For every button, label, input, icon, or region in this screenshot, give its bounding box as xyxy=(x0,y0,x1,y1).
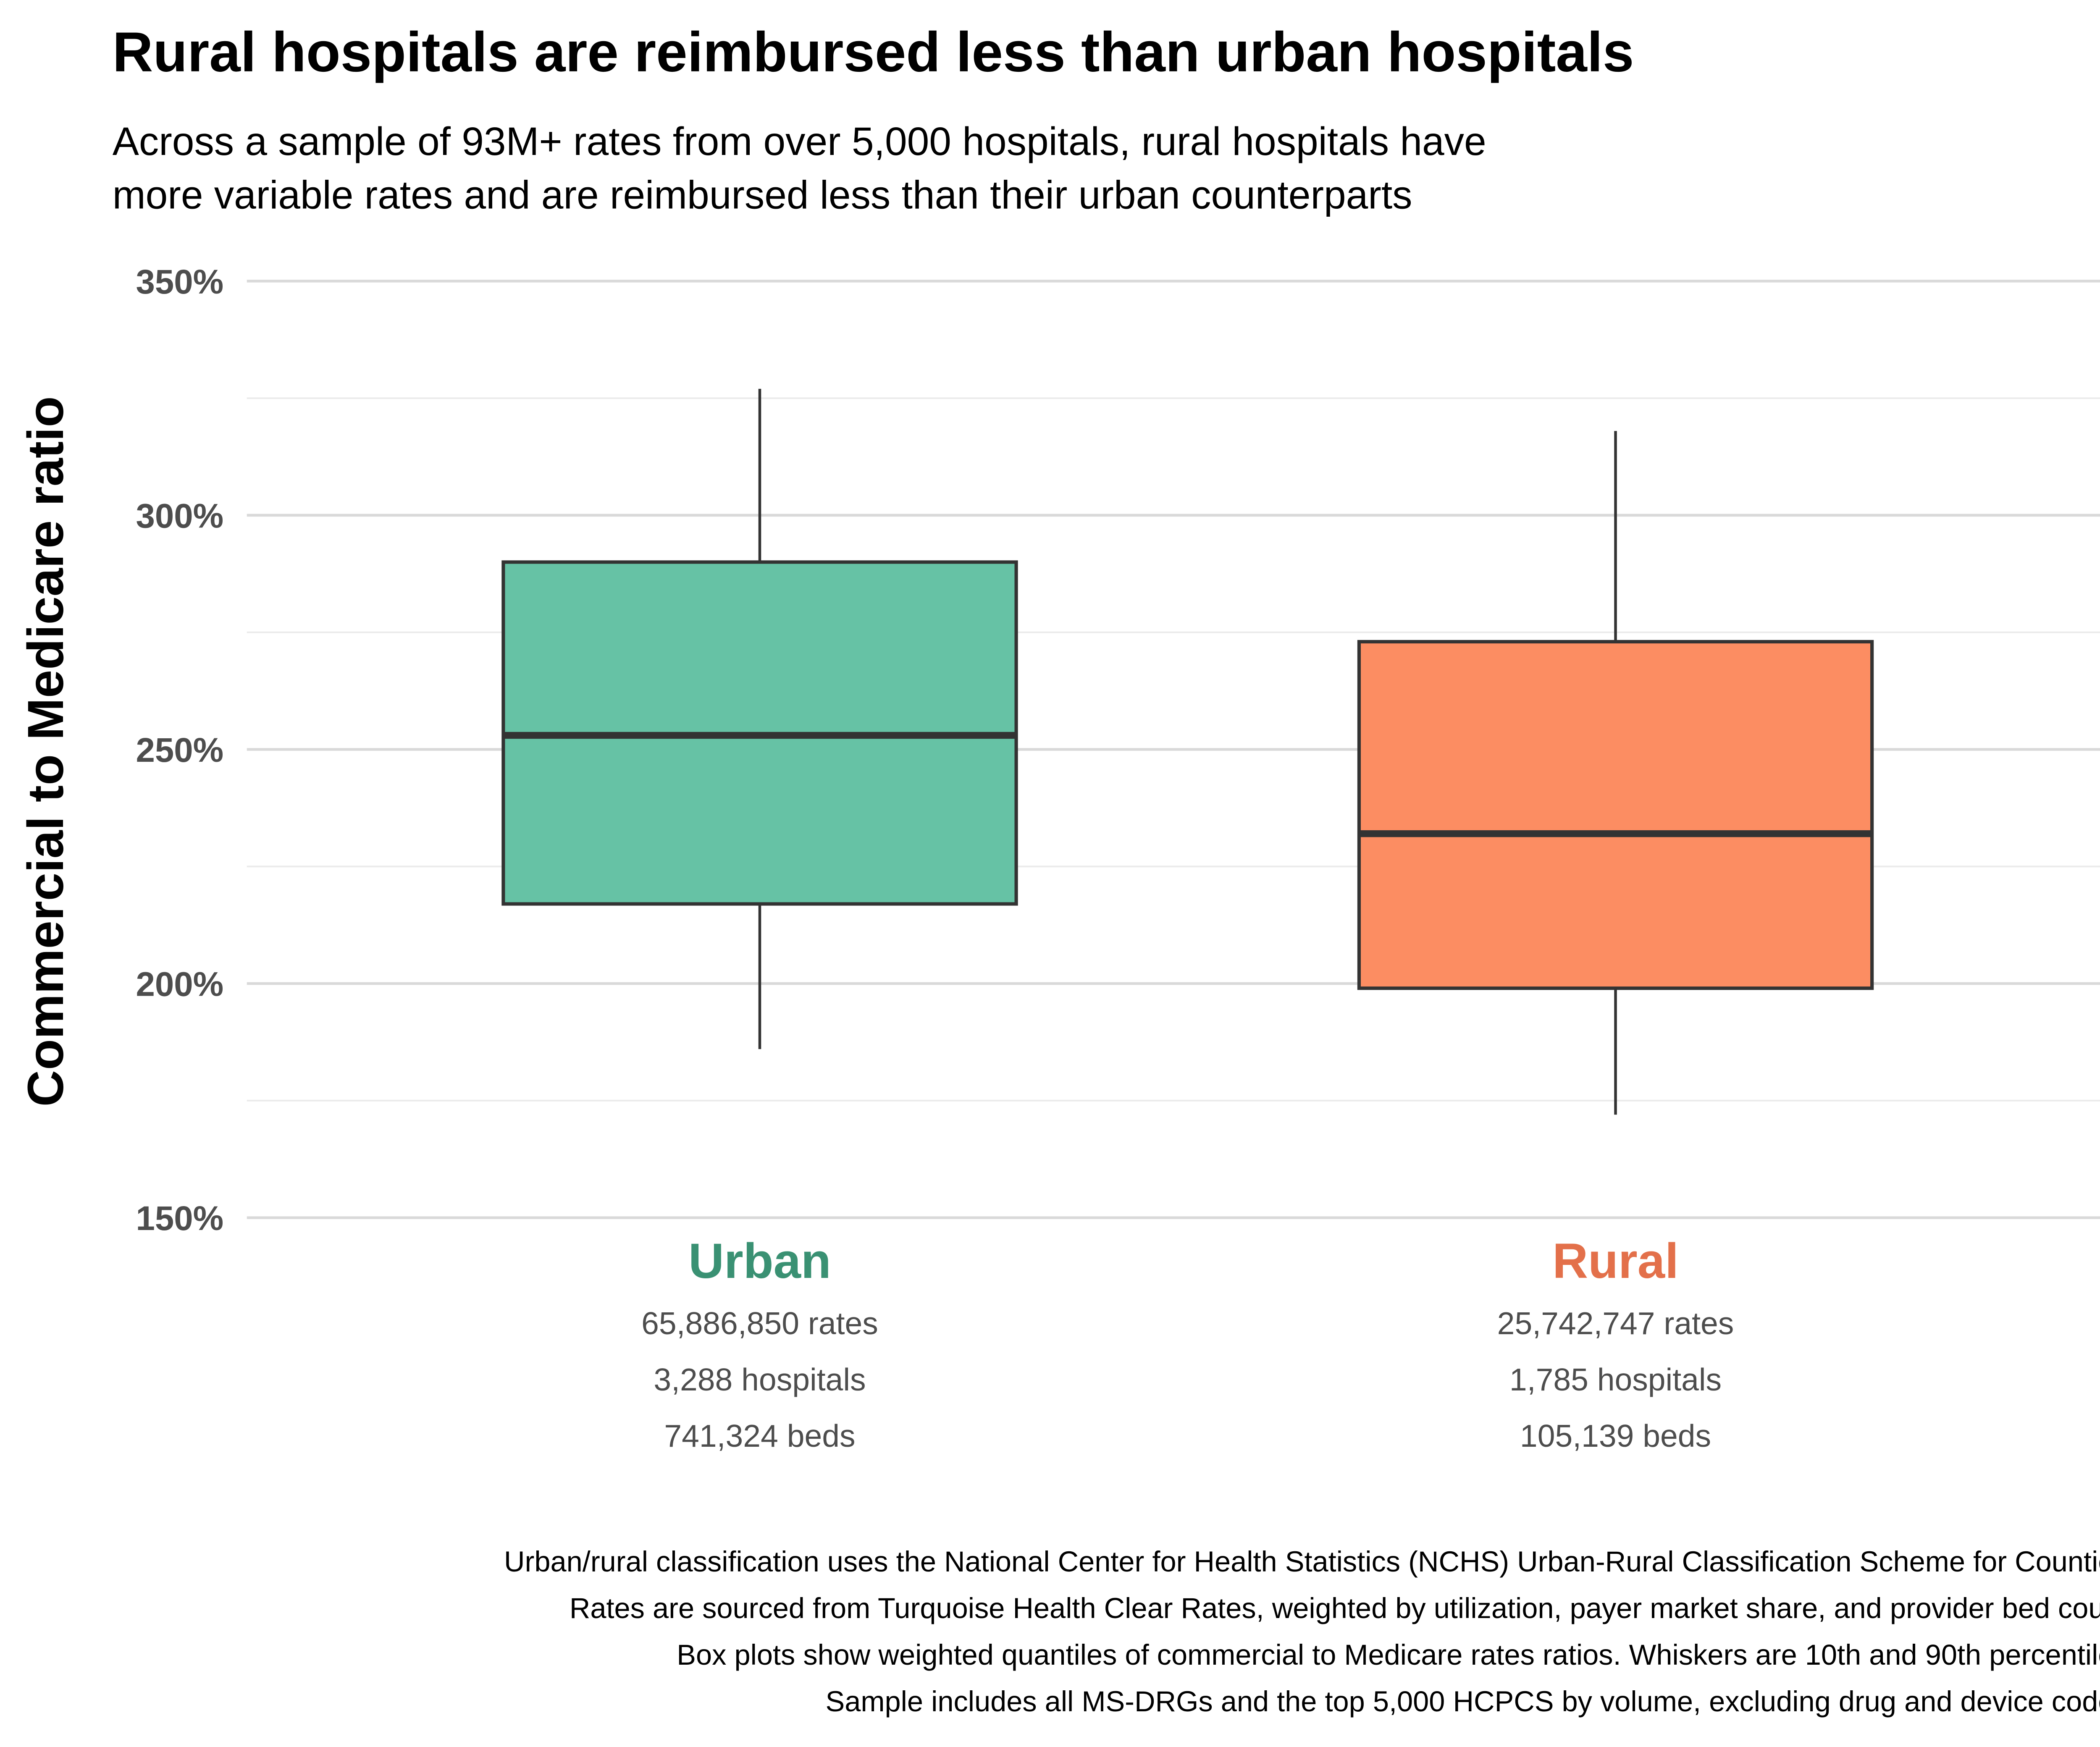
category-stat: 65,886,850 rates xyxy=(641,1306,878,1341)
caption-line: Box plots show weighted quantiles of com… xyxy=(677,1639,2100,1671)
y-tick-label: 200% xyxy=(136,965,223,1003)
y-tick-label: 150% xyxy=(136,1199,223,1238)
box-rural xyxy=(1357,431,1874,1115)
y-axis-ticks: 150% 200% 250% 300% 350% xyxy=(136,263,223,1238)
boxes xyxy=(501,388,1874,1115)
y-tick-label: 350% xyxy=(136,263,223,301)
caption-line: Sample includes all MS-DRGs and the top … xyxy=(826,1685,2100,1718)
chart-subtitle-line-2: more variable rates and are reimbursed l… xyxy=(113,173,1412,217)
captions: Urban/rural classification uses the Nati… xyxy=(504,1545,2100,1718)
y-axis-label: Commercial to Medicare ratio xyxy=(17,396,74,1107)
category-label-rural: Rural xyxy=(1552,1233,1678,1288)
caption-line: Rates are sourced from Turquoise Health … xyxy=(570,1592,2100,1624)
category-stat: 25,742,747 rates xyxy=(1497,1306,1734,1341)
category-stat: 1,785 hospitals xyxy=(1509,1362,1722,1397)
y-tick-label: 250% xyxy=(136,731,223,769)
category-stat: 741,324 beds xyxy=(664,1418,855,1453)
category-stat: 3,288 hospitals xyxy=(654,1362,866,1397)
box-urban xyxy=(501,388,1018,1049)
chart-subtitle-line-1: Across a sample of 93M+ rates from over … xyxy=(113,119,1486,164)
y-tick-label: 300% xyxy=(136,497,223,535)
category-label-urban: Urban xyxy=(688,1233,831,1288)
category-labels: Urban 65,886,850 rates 3,288 hospitals 741,… xyxy=(641,1233,1734,1453)
category-stat: 105,139 beds xyxy=(1520,1418,1711,1453)
iqr-box xyxy=(1357,640,1874,990)
caption-line: Urban/rural classification uses the Nati… xyxy=(504,1545,2100,1578)
chart-title: Rural hospitals are reimbursed less than… xyxy=(113,21,1634,84)
